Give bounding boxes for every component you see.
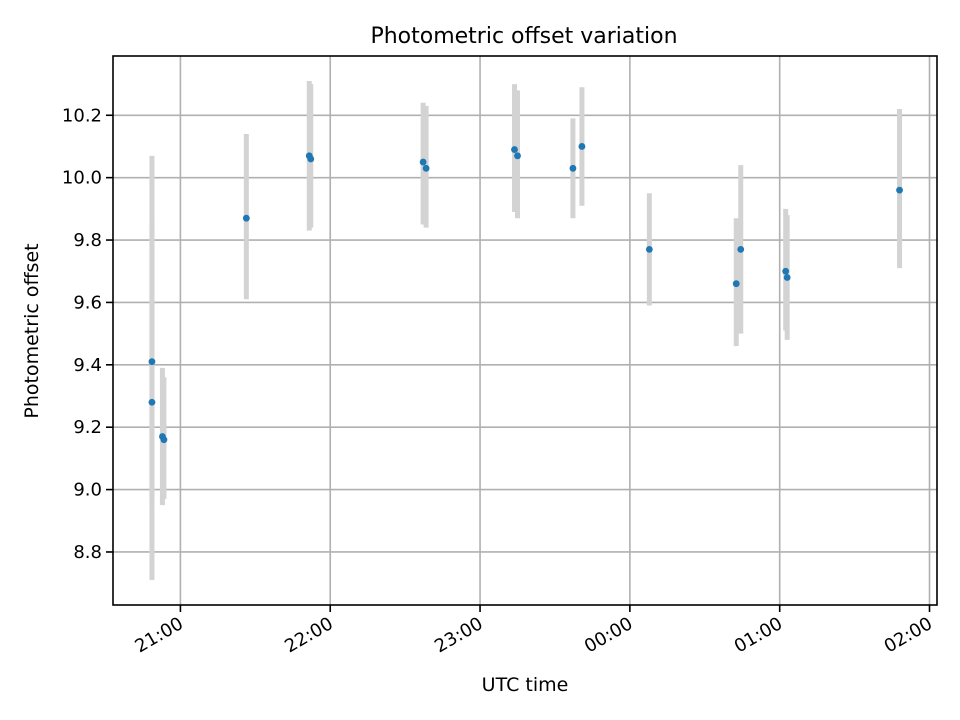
data-point [307, 155, 315, 163]
y-tick-label: 10.0 [62, 168, 102, 189]
data-point [569, 164, 577, 172]
y-tick-label: 9.0 [73, 480, 102, 501]
x-tick-label: 00:00 [581, 613, 636, 657]
x-tick-label: 22:00 [281, 613, 336, 657]
y-tick-label: 10.2 [62, 105, 102, 126]
data-point [514, 152, 521, 160]
x-tick-label: 23:00 [431, 613, 486, 657]
y-tick-label: 9.2 [73, 417, 102, 438]
data-point [148, 358, 156, 366]
x-tick-label: 21:00 [131, 613, 186, 657]
data-point [148, 398, 156, 406]
data-point [578, 143, 586, 150]
data-point [783, 274, 791, 281]
x-tick-label: 01:00 [731, 613, 786, 657]
data-point [645, 245, 653, 253]
data-point [242, 214, 250, 222]
grid-lines [113, 56, 937, 605]
error-bars [149, 80, 903, 581]
plot-frame [112, 55, 938, 606]
data-point [160, 436, 168, 444]
y-tick-label: 9.8 [73, 230, 102, 251]
y-tick-label: 9.6 [73, 292, 102, 313]
x-axis-label: UTC time [482, 674, 569, 696]
x-tick-label: 02:00 [881, 613, 936, 657]
data-points [148, 143, 903, 444]
y-tick-label: 9.4 [73, 355, 102, 376]
y-axis-label: Photometric offset [21, 243, 43, 418]
data-point [732, 280, 740, 288]
axis-ticks: 21:00 22:00 23:00 00:00 01:00 02:00 8.8 9.0 9.2 9… [62, 105, 936, 657]
data-point [422, 164, 430, 172]
data-point [896, 186, 903, 194]
chart-title: Photometric offset variation [370, 24, 677, 49]
y-tick-label: 8.8 [73, 542, 102, 563]
data-point [782, 267, 790, 275]
data-point [419, 158, 427, 166]
data-point [511, 146, 518, 153]
data-point [737, 245, 745, 253]
